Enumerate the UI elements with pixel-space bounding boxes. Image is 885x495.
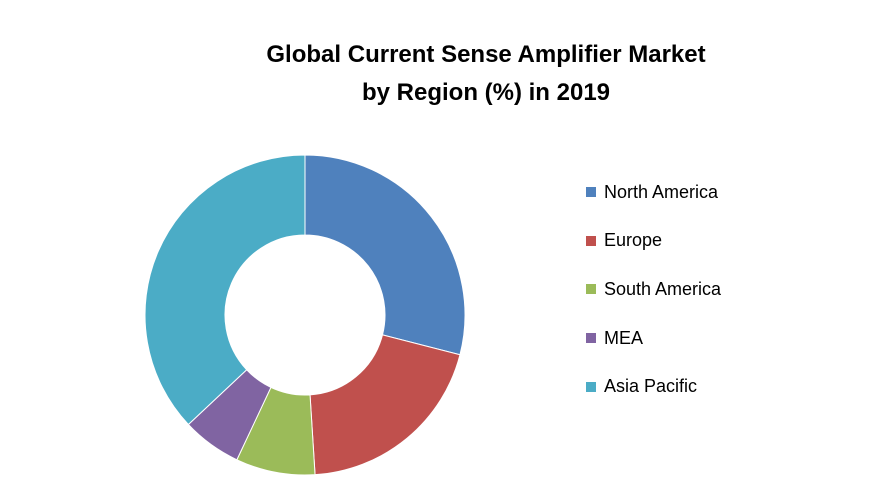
legend-label-mea: MEA: [604, 327, 644, 348]
legend-swatch-south-america: [586, 284, 596, 295]
legend-swatch-north-america: [586, 187, 596, 197]
legend-swatch-europe: [586, 235, 596, 246]
donut-slice-north-america: [304, 154, 466, 356]
legend-item-north-america: North America: [586, 180, 721, 204]
legend-item-europe: Europe: [586, 229, 721, 253]
chart-title-line-1: Global Current Sense Amplifier Market: [266, 41, 706, 68]
legend-swatch-asia-pacific: [586, 381, 596, 392]
legend-item-asia-pacific: Asia Pacific: [586, 375, 721, 399]
legend-label-north-america: North America: [604, 181, 719, 202]
chart-title: Global Current Sense Amplifier Market by…: [200, 36, 772, 112]
donut-slice-europe: [309, 334, 461, 476]
legend-label-asia-pacific: Asia Pacific: [604, 376, 698, 397]
legend-item-mea: MEA: [586, 326, 721, 350]
legend-swatch-mea: [586, 333, 596, 344]
legend-label-europe: Europe: [604, 230, 663, 251]
legend-label-south-america: South America: [604, 278, 722, 299]
chart-title-line-2: by Region (%) in 2019: [361, 79, 611, 106]
legend-item-south-america: South America: [586, 277, 721, 301]
donut-slice-asia-pacific: [144, 154, 306, 426]
chart-legend: North America Europe South America MEA Asia …: [586, 180, 721, 423]
